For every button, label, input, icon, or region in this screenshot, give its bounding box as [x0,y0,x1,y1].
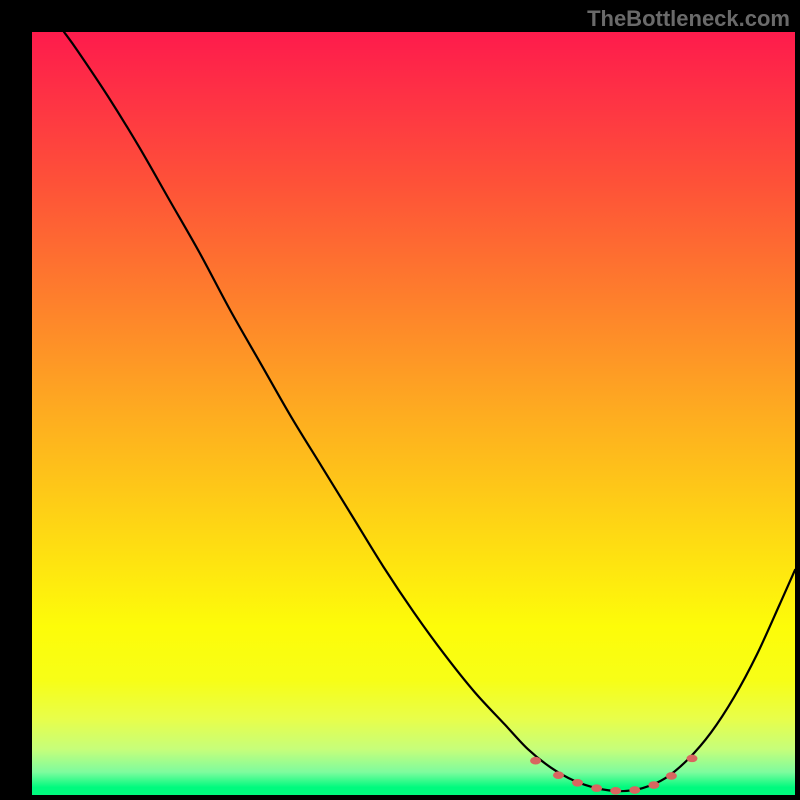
watermark-text: TheBottleneck.com [587,6,790,32]
bottleneck-chart: TheBottleneck.com [0,0,800,800]
plot-background [32,32,795,795]
chart-svg [0,0,800,800]
